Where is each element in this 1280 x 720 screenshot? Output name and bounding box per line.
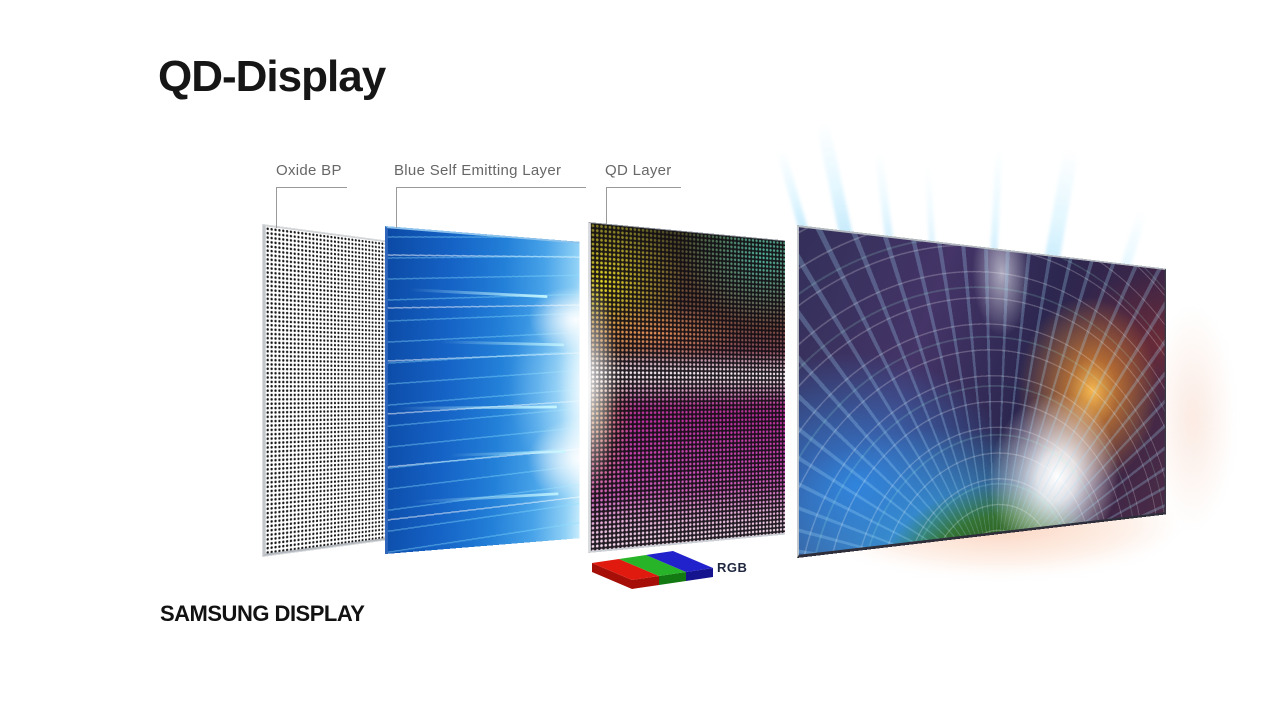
- leader-line-blue-self-emitting-layer: [396, 187, 586, 228]
- layer-panel-blue-self-emitting: [385, 226, 580, 554]
- leader-line-oxide-bp: [276, 187, 347, 228]
- light-streak: [398, 405, 557, 411]
- rgb-bar-green-top-face: [619, 555, 686, 576]
- layer-panel-oxide-bp: [263, 225, 390, 556]
- display-output-screen: [797, 225, 1167, 558]
- rgb-bar-red-top-face: [592, 559, 659, 580]
- light-streak: [439, 340, 564, 347]
- rgb-bar-green-front-face: [659, 572, 686, 585]
- leader-line-qd-layer: [606, 187, 681, 224]
- rgb-bar-red-front-face: [632, 576, 659, 589]
- rgb-bar-blue-top-face: [646, 551, 713, 572]
- light-streak: [412, 492, 559, 504]
- label-blue-self-emitting-layer: Blue Self Emitting Layer: [394, 162, 562, 179]
- rgb-label: RGB: [717, 560, 748, 575]
- label-oxide-bp: Oxide BP: [276, 162, 342, 179]
- layer-panel-qd: [588, 222, 786, 553]
- warm-glow-right-of-display: [1148, 268, 1260, 568]
- rgb-bar-left-end-face: [592, 563, 632, 589]
- samsung-display-wordmark: SAMSUNG DISPLAY: [160, 601, 365, 626]
- rgb-bar-blue-front-face: [686, 568, 713, 581]
- light-streak: [408, 287, 548, 298]
- light-streak: [449, 450, 566, 457]
- page-title: QD-Display: [158, 52, 386, 101]
- label-qd-layer: QD Layer: [605, 162, 672, 179]
